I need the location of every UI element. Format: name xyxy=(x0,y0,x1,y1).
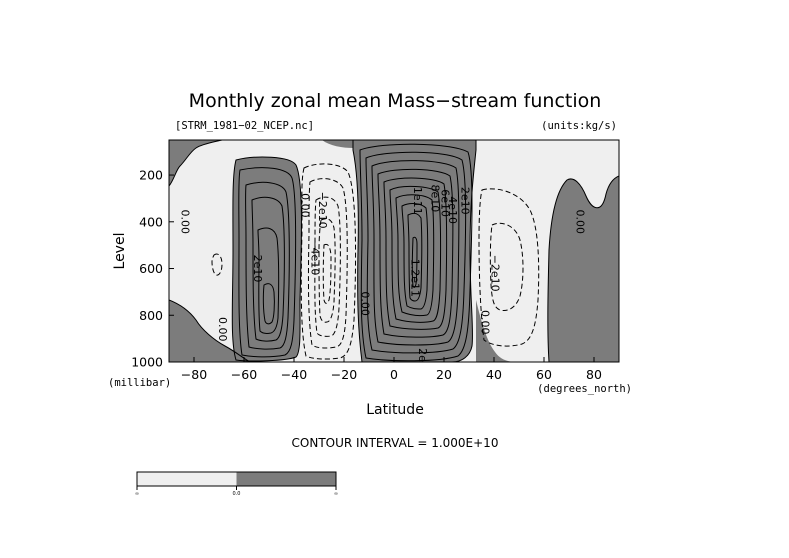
contour-label: 0.00 xyxy=(179,210,192,235)
southern-polar-contours xyxy=(238,167,297,358)
contour-label: 2e10 xyxy=(416,348,429,376)
y-tick-label: 400 xyxy=(139,214,163,229)
contour-label: 0.00 xyxy=(574,210,587,235)
y-tick-label: 600 xyxy=(139,261,163,276)
y-tick-label: 800 xyxy=(139,308,163,323)
y-unit-label: (millibar) xyxy=(108,377,171,389)
contour-label: 0.00 xyxy=(359,291,372,316)
hadley-contours xyxy=(359,143,473,362)
contour-label: 1.2e11 xyxy=(409,259,422,297)
y-tick-label: 200 xyxy=(139,168,163,183)
colorbar-tick-label: ∞ xyxy=(135,491,139,497)
colorbar: ∞ 0.0 ∞ xyxy=(135,471,338,497)
x-tick-label: 60 xyxy=(536,367,552,382)
contour-label: 2e10 xyxy=(459,187,472,215)
contour-label: 4e10 xyxy=(446,196,459,224)
x-tick-label: −20 xyxy=(331,367,357,382)
contour-label: −2e10 xyxy=(489,255,502,292)
colorbar-tick-label: ∞ xyxy=(334,491,338,497)
contour-label: 6e10 xyxy=(439,189,452,217)
contour-interval-note: CONTOUR INTERVAL = 1.000E+10 xyxy=(292,436,499,450)
contour-label: 0.00 xyxy=(216,317,229,342)
positive-region-southern-polar xyxy=(232,157,302,361)
x-tick-label: 40 xyxy=(486,367,502,382)
small-negative-contour xyxy=(211,253,223,276)
contour-label: −2e10 xyxy=(316,192,329,229)
positive-region-southern-surface xyxy=(169,300,250,362)
x-tick-label: 80 xyxy=(586,367,602,382)
chart-title: Monthly zonal mean Mass−stream function xyxy=(189,90,602,112)
x-tick-label: 0 xyxy=(390,367,398,382)
colorbar-tick-label: 0.0 xyxy=(233,491,241,497)
northern-ferrel-contours xyxy=(478,188,540,347)
zero-contours xyxy=(169,140,619,362)
positive-region-south-pole-top xyxy=(169,140,222,186)
contour-label: 8e10 xyxy=(429,185,442,213)
contour-label: 0.00 xyxy=(299,193,312,218)
plot-area: 2e10 0.00 −2e10 −4e10 0.00 1e11 1.2e11 8e106e10… xyxy=(169,140,619,376)
contour-label: 0.00 xyxy=(479,310,492,335)
contour-label: −4e10 xyxy=(309,238,322,275)
y-tick-label: 1000 xyxy=(131,355,163,370)
contour-label: 2e10 xyxy=(251,255,264,283)
colorbar-bin xyxy=(236,472,336,486)
x-tick-label: −80 xyxy=(181,367,207,382)
units-label: (units:kg/s) xyxy=(541,120,617,132)
y-axis-label: Level xyxy=(112,233,128,270)
file-label: [STRM_1981−02_NCEP.nc] xyxy=(175,120,314,132)
positive-region-mid-surface xyxy=(476,300,520,362)
contour-label: 1e11 xyxy=(411,187,424,215)
x-unit-label: (degrees_north) xyxy=(537,383,632,395)
x-tick-label: −40 xyxy=(281,367,307,382)
positive-region-northern-polar xyxy=(547,176,619,362)
x-axis-label: Latitude xyxy=(366,402,424,418)
colorbar-bin xyxy=(137,472,237,486)
positive-region-top-strip xyxy=(322,140,376,148)
x-tick-label: 20 xyxy=(436,367,452,382)
x-tick-label: −60 xyxy=(231,367,257,382)
southern-ferrel-contours xyxy=(300,163,357,360)
